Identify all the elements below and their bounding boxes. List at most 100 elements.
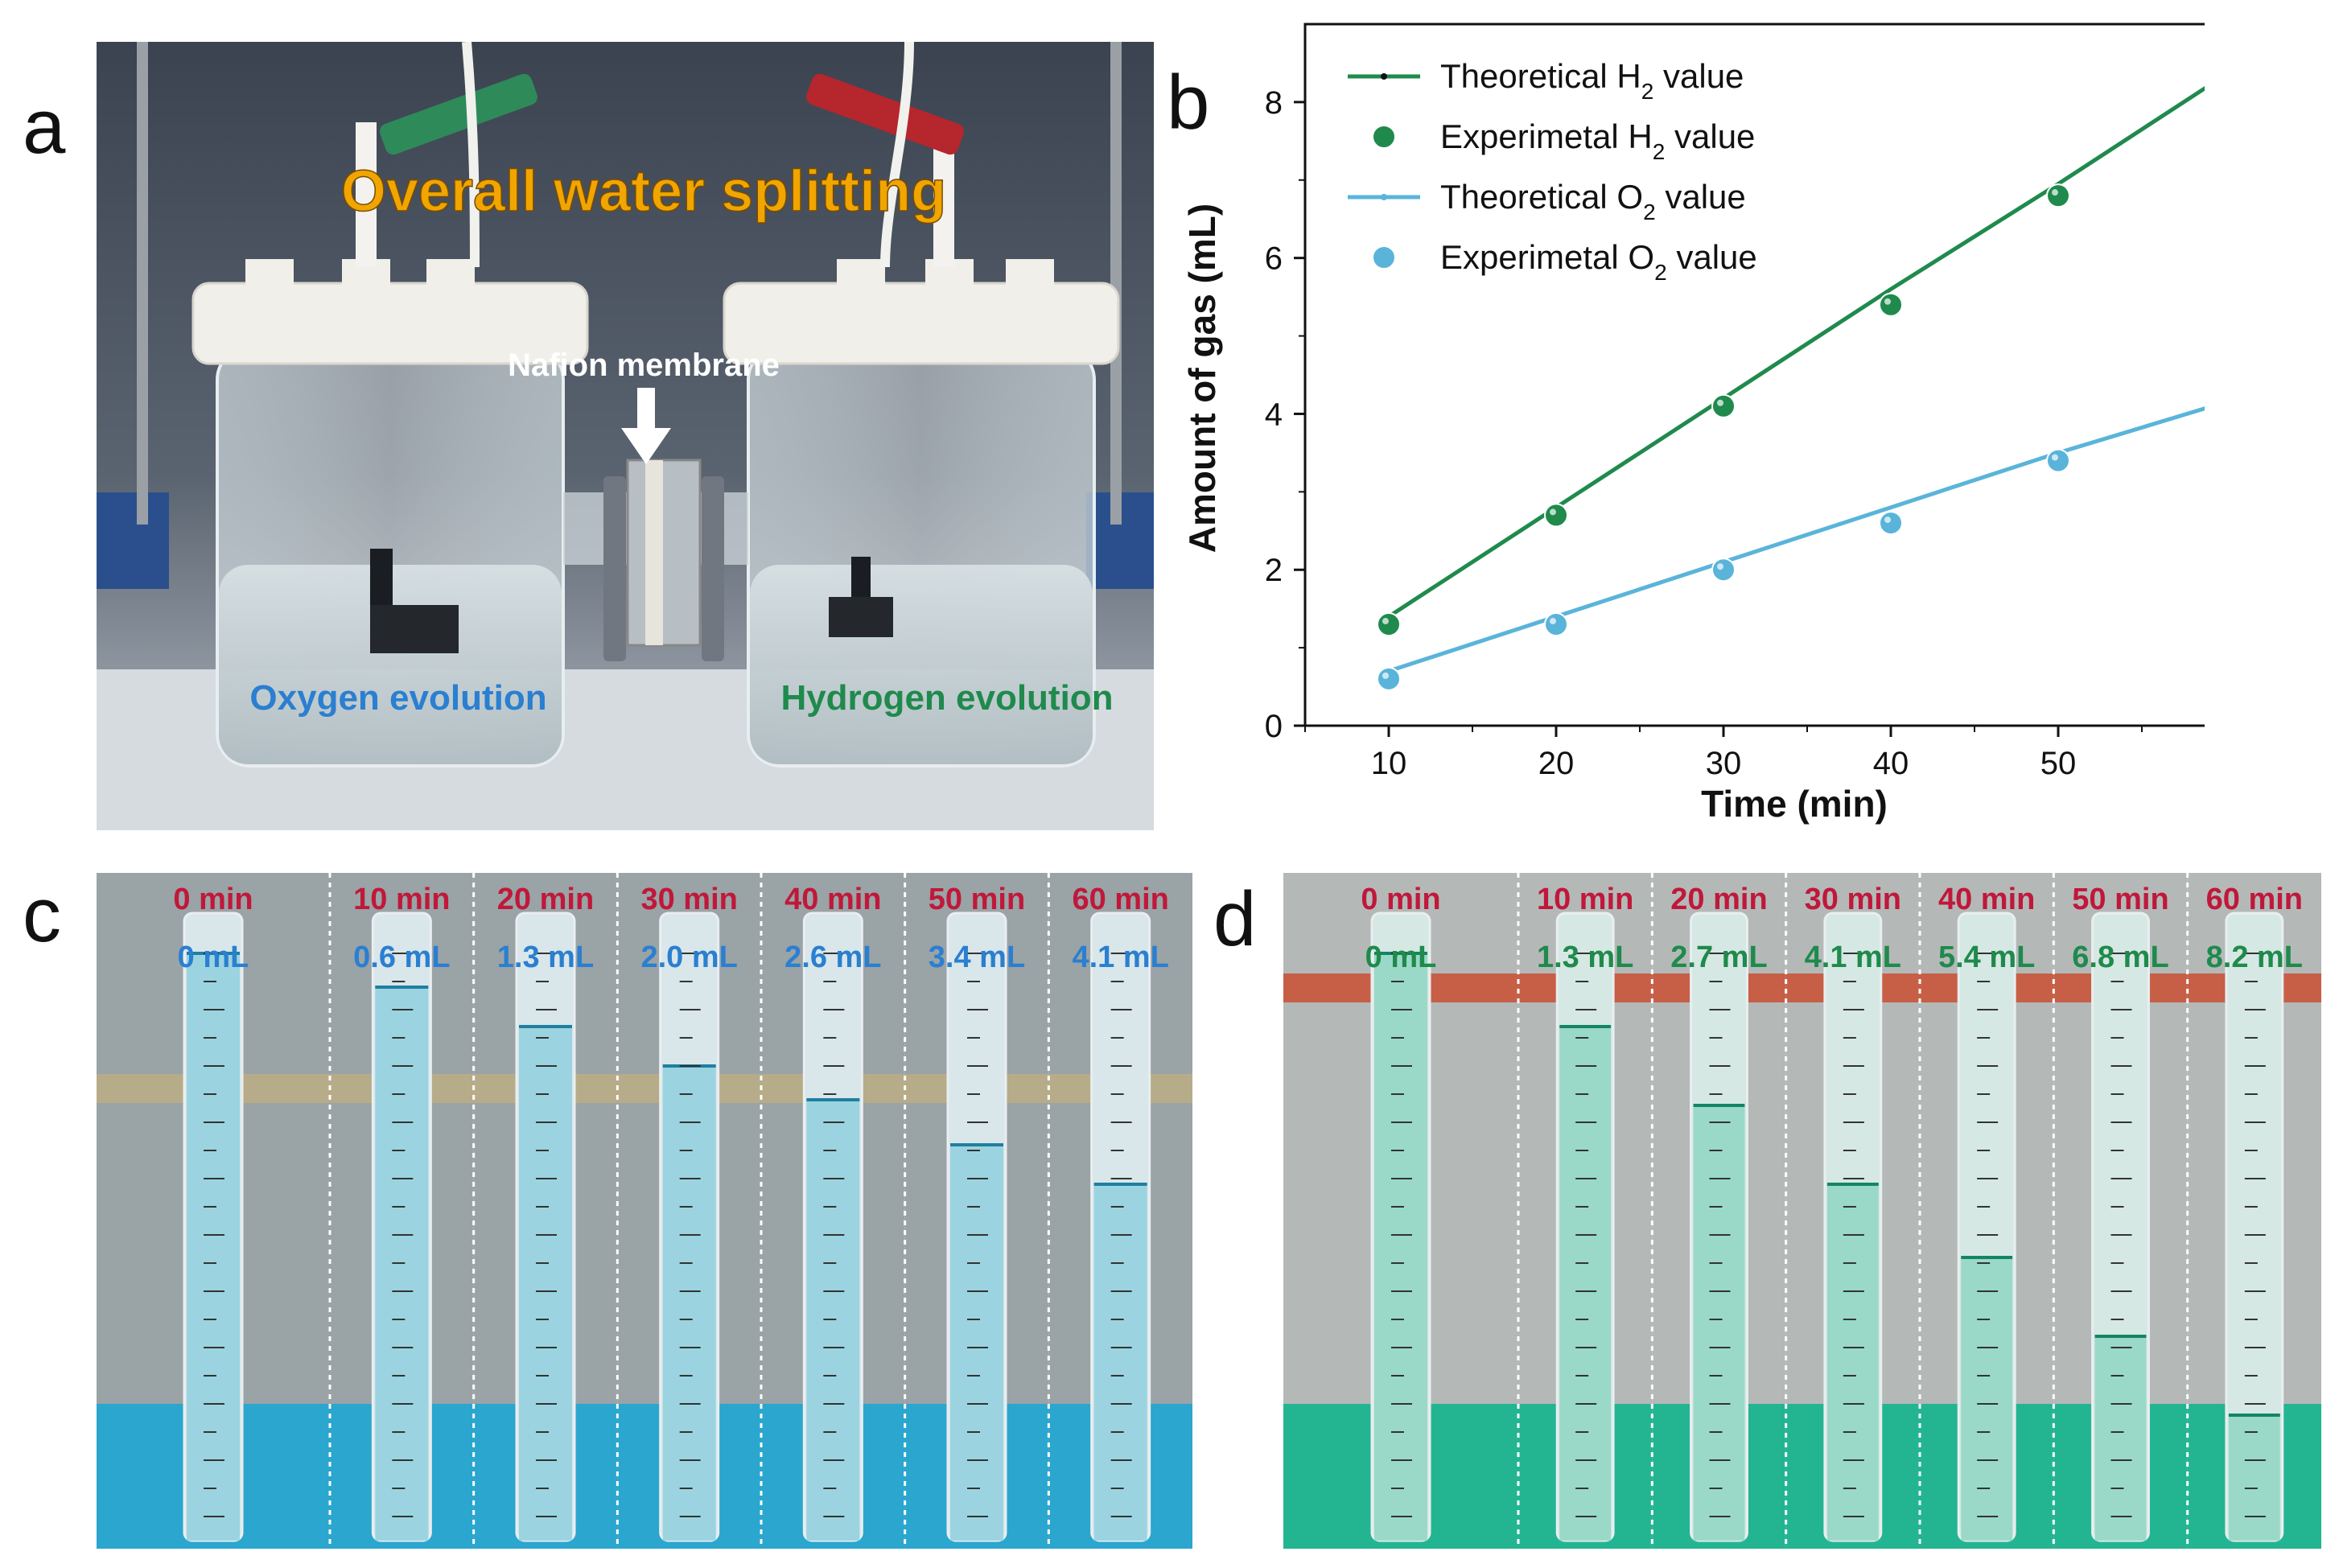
data-point-highlight [1717,399,1723,406]
frame-time-label: 30 min [640,883,737,916]
cylinder-frame: 0 min 0 mL [1283,873,1518,1549]
cylinder-frame: 50 min 6.8 mL [2052,873,2188,1549]
liquid-column [1693,1105,1745,1541]
cylinder-frame: 20 min 1.3 mL [472,873,618,1549]
x-axis-label: Time (min) [1701,783,1888,825]
y-axis-label: Amount of gas (mL) [1181,204,1223,553]
frame-volume-label: 5.4 mL [1938,940,2035,974]
cylinder-frame: 40 min 2.6 mL [760,873,905,1549]
liquid-column [1826,1184,1879,1541]
panel-a-hydrogen-label: Hydrogen evolution [780,678,1113,718]
data-point [1879,292,1903,317]
series-line [1387,85,2205,619]
y-tick-label: 0 [1265,709,1283,744]
data-point-highlight [1717,563,1723,570]
frame-volume-label: 3.4 mL [929,940,1025,974]
data-point-highlight [1550,508,1556,516]
frame-volume-label: 2.6 mL [784,940,881,974]
frame-time-label: 20 min [1670,883,1767,916]
panel-a-oxygen-label: Oxygen evolution [249,678,546,718]
h-cell-illustration: Overall water splitting Nafion membrane … [97,42,1154,830]
y-tick-label: 6 [1265,241,1283,277]
legend-label: Theoretical O2 value [1440,178,1746,224]
x-tick-label: 50 [2040,746,2077,781]
legend-marker [1372,245,1396,270]
data-point-highlight [1884,516,1891,524]
liquid-column [1961,1257,2013,1541]
cylinder-frame: 30 min 4.1 mL [1785,873,1920,1549]
frame-volume-label: 0 mL [178,940,249,974]
frame-volume-label: 1.3 mL [497,940,594,974]
frame-volume-label: 4.1 mL [1072,940,1168,974]
liquid-column [1374,953,1427,1541]
x-tick-label: 40 [1873,746,1909,781]
panel-b-letter: b [1167,60,1210,146]
x-tick-label: 30 [1706,746,1742,781]
panel-a-letter: a [23,84,66,170]
cylinder-frame: 20 min 2.7 mL [1650,873,1786,1549]
data-point-highlight [1382,618,1389,625]
data-point-highlight [2052,454,2058,461]
frame-volume-label: 1.3 mL [1537,940,1633,974]
data-point [2046,448,2070,473]
legend-label: Experimetal H2 value [1440,117,1755,164]
cylinder-frame: 30 min 2.0 mL [616,873,761,1549]
frame-volume-label: 2.0 mL [640,940,737,974]
panel-a-photo: Overall water splitting Nafion membrane … [97,42,1154,830]
liquid-column [662,1066,716,1541]
liquid-column [519,1027,572,1541]
series-line [1388,406,2205,673]
x-tick-label: 10 [1371,746,1407,781]
frame-volume-label: 4.1 mL [1805,940,1901,974]
frame-time-label: 60 min [1072,883,1168,916]
data-point [1377,612,1401,637]
panel-d-letter: d [1213,876,1257,962]
frame-time-label: 40 min [784,883,881,916]
legend-label: Theoretical H2 value [1440,57,1744,104]
frame-time-label: 50 min [2072,883,2168,916]
cylinder-frame: 40 min 5.4 mL [1918,873,2054,1549]
liquid-column [187,953,240,1541]
panel-a-title: Overall water splitting [341,159,946,224]
data-point [1377,666,1401,691]
data-point [1711,393,1736,418]
frame-volume-label: 6.8 mL [2072,940,2168,974]
panel-d-photo-strip: 0 min 0 mL 10 min 1.3 mL 20 min 2.7 mL 30 min 4… [1283,873,2321,1549]
panel-b-chart: 10203040506002468 Theoretical H2 valueEx… [1181,23,2205,825]
data-point [1544,612,1568,637]
data-point [1544,503,1568,528]
cylinder-frame: 50 min 3.4 mL [904,873,1049,1549]
legend-marker [1372,125,1396,149]
cylinder-frame: 10 min 0.6 mL [328,873,474,1549]
panel-c-photo-strip: 0 min 0 mL 10 min 0.6 mL 20 min 1.3 mL 30 min 2… [97,873,1192,1549]
cylinder-frame: 60 min 4.1 mL [1047,873,1192,1549]
data-point-highlight [2052,189,2058,196]
frame-volume-label: 2.7 mL [1670,940,1767,974]
panel-c-letter: c [23,872,61,958]
frame-time-label: 40 min [1938,883,2035,916]
legend-marker [1381,73,1387,80]
y-tick-label: 8 [1265,85,1283,121]
legend-label: Experimetal O2 value [1440,238,1757,285]
data-point-highlight [1550,618,1556,625]
liquid-column [950,1145,1003,1541]
frame-time-label: 50 min [929,883,1025,916]
frame-time-label: 60 min [2206,883,2303,916]
liquid-column [1093,1184,1147,1541]
cylinder-frame: 60 min 8.2 mL [2186,873,2321,1549]
frame-volume-label: 0.6 mL [353,940,450,974]
y-tick-label: 4 [1265,397,1283,432]
frame-volume-label: 8.2 mL [2206,940,2303,974]
y-tick-label: 2 [1265,553,1283,588]
data-point-highlight [1884,298,1891,305]
data-point-highlight [1382,672,1389,679]
cylinder-frame: 0 min 0 mL [97,873,330,1549]
liquid-column [2094,1336,2147,1541]
frame-volume-label: 0 mL [1365,940,1437,974]
data-point [1879,511,1903,536]
frame-time-label: 10 min [1537,883,1633,916]
cylinder-frame: 10 min 1.3 mL [1517,873,1653,1549]
liquid-column [1559,1027,1612,1541]
legend-marker [1381,194,1387,200]
data-point [1711,558,1736,582]
